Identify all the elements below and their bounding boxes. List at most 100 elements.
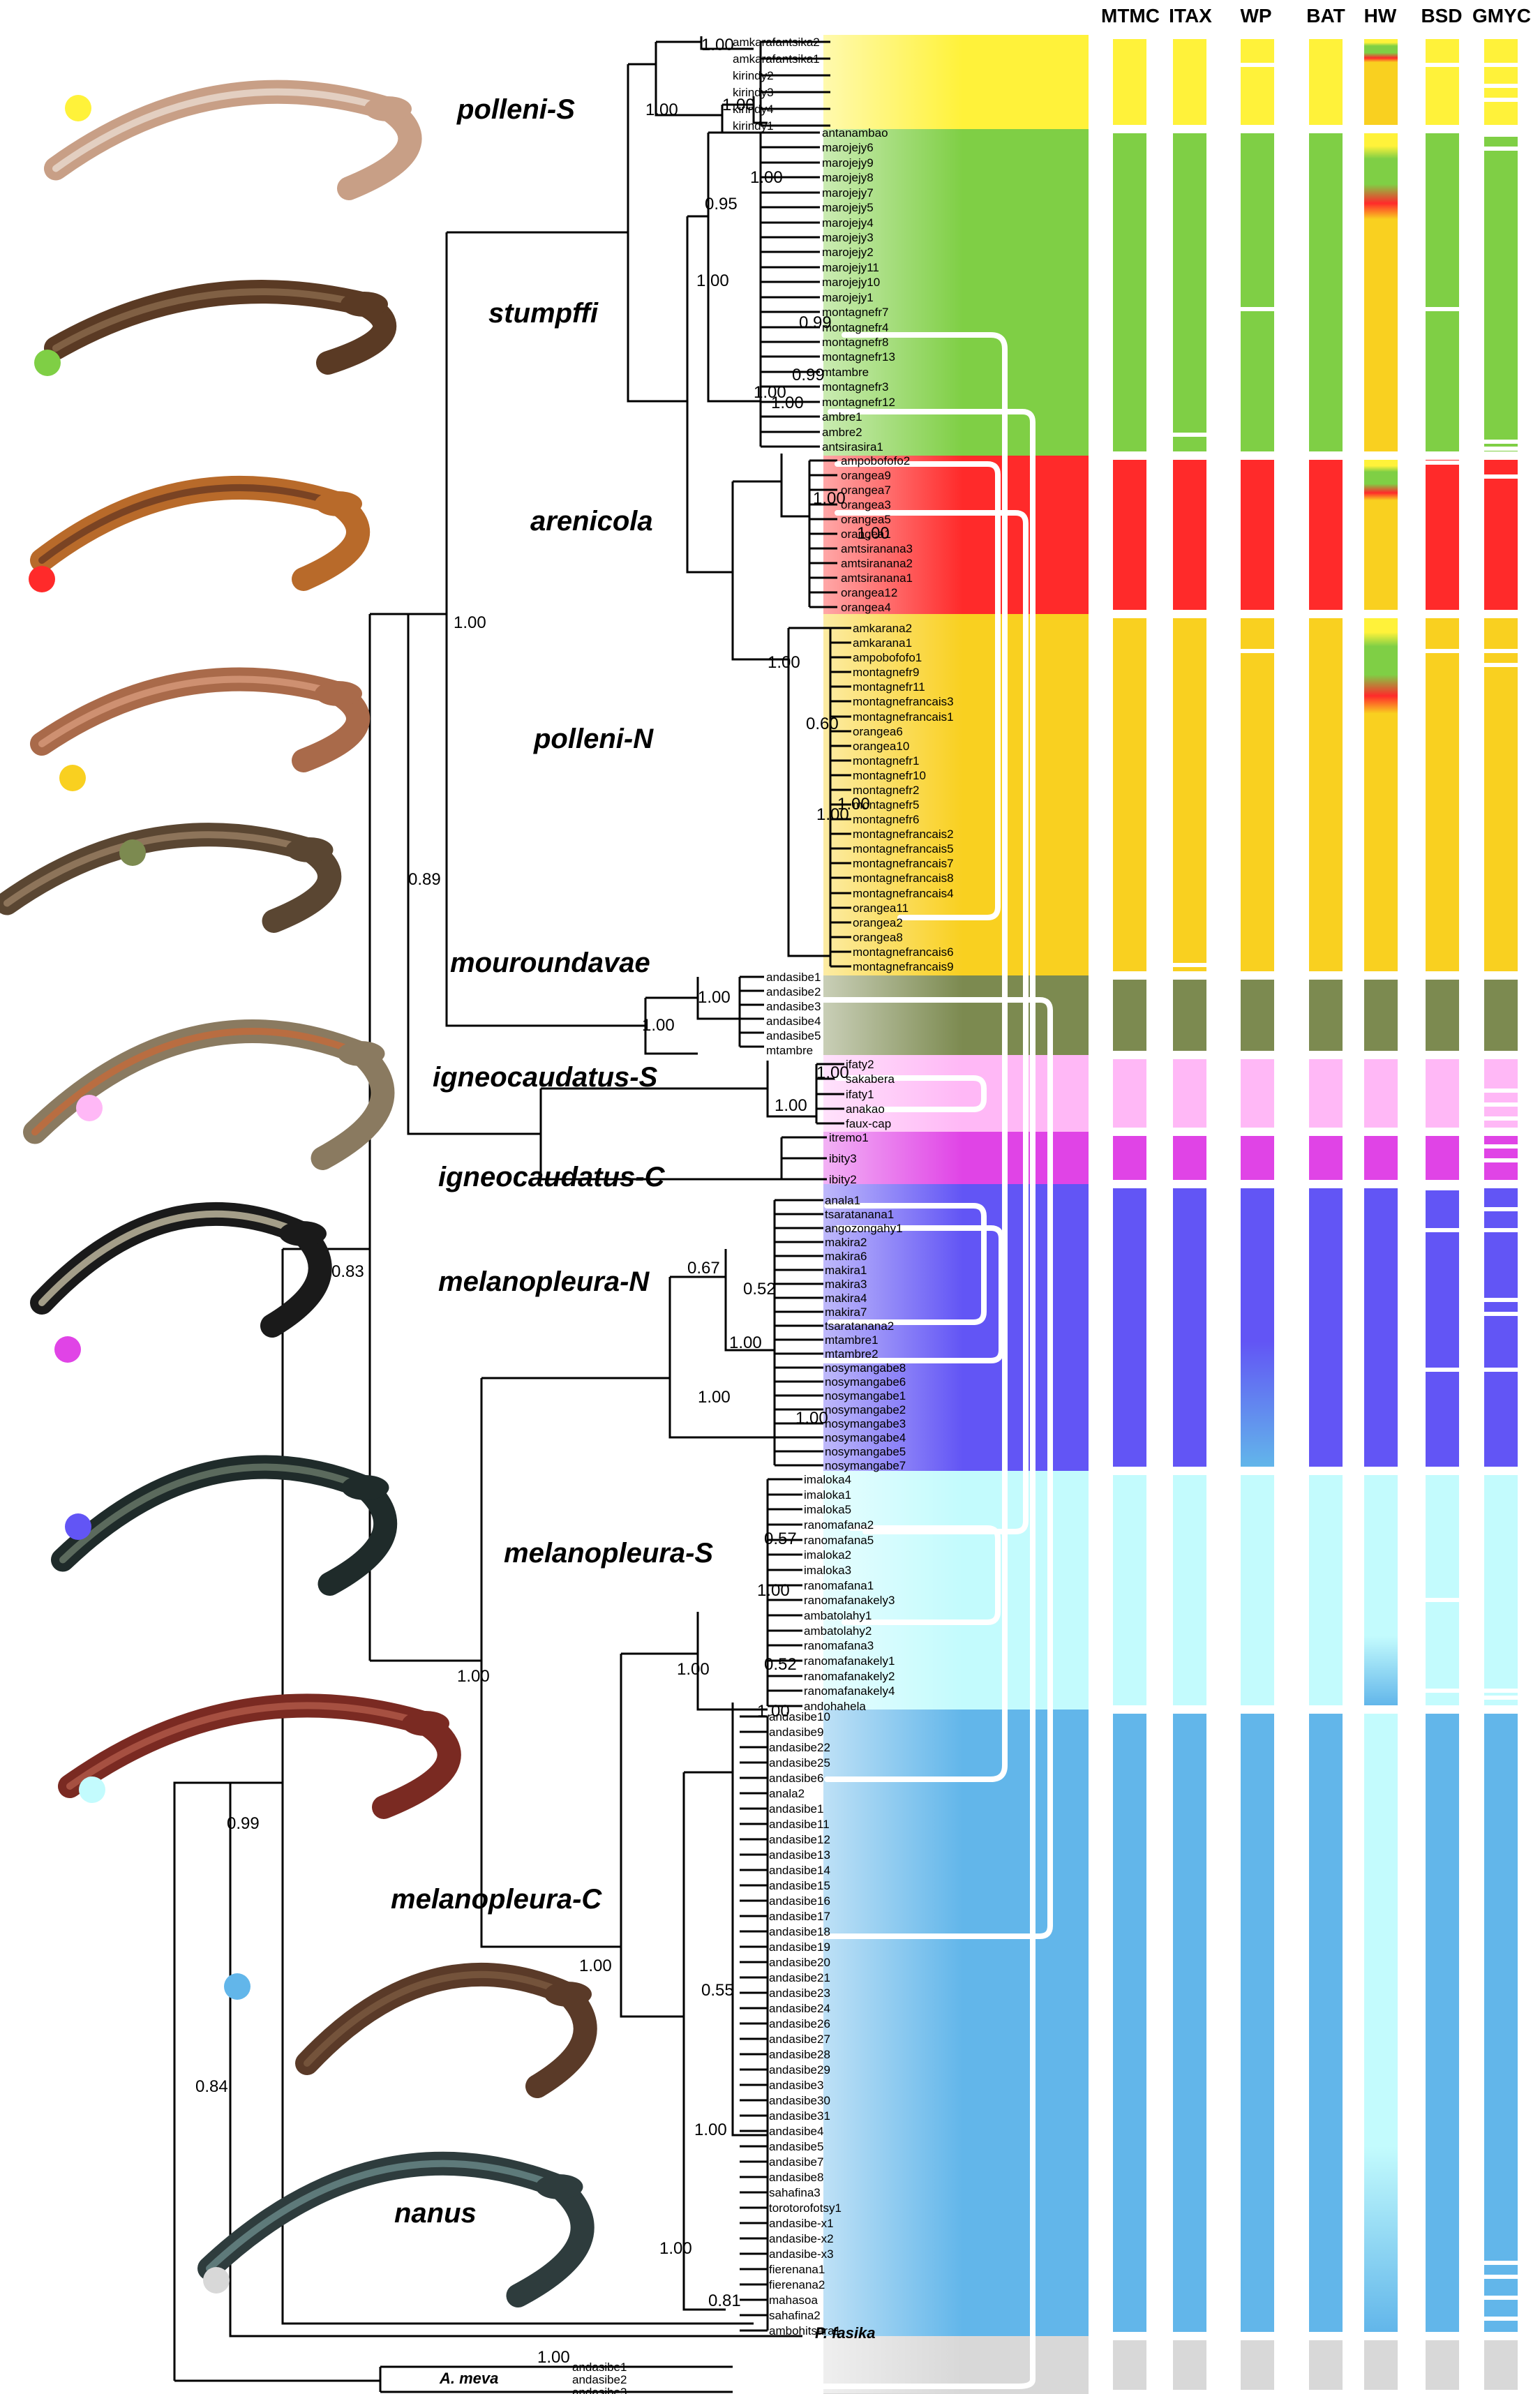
bar-ITAX-nanus xyxy=(1173,2340,1206,2390)
bar-GMYC-stumpffi xyxy=(1484,133,1518,451)
tip-label: nosymangabe5 xyxy=(825,1445,906,1458)
tree-branch xyxy=(696,1612,768,1711)
tip-label: kirindy3 xyxy=(733,86,774,99)
method-header-gmyc: GMYC xyxy=(1472,5,1531,27)
tip-label: montagnefrancais4 xyxy=(853,887,954,900)
bar-MTMC-polleni-S xyxy=(1113,39,1146,125)
lizard-body xyxy=(30,667,371,772)
bar-BAT-polleni-N xyxy=(1309,618,1343,971)
tip-label: kirindy2 xyxy=(733,69,774,82)
lizard-body xyxy=(295,1962,597,2098)
bar-split xyxy=(1484,2317,1518,2321)
tip-label: montagnefrancais8 xyxy=(853,871,954,885)
tip-label: orangea5 xyxy=(841,513,891,526)
clade-label-igneocaudatus-c: igneocaudatus-C xyxy=(438,1162,666,1192)
support-value: 0.83 xyxy=(331,1262,364,1281)
tip-label: andasibe-x3 xyxy=(769,2247,834,2261)
support-value: 0.57 xyxy=(764,1529,797,1548)
lizard-photo xyxy=(44,280,397,375)
support-value: 1.00 xyxy=(696,271,729,290)
cross-clade-links xyxy=(765,332,1053,2389)
tip-label: nosymangabe7 xyxy=(825,1459,906,1472)
support-value: 1.00 xyxy=(729,1333,762,1352)
support-value: 1.00 xyxy=(795,1409,828,1428)
tip-label: montagnefr9 xyxy=(853,666,919,679)
bar-split xyxy=(1173,433,1206,437)
tip-label: montagnefrancais5 xyxy=(853,842,954,855)
tip-label: anala1 xyxy=(825,1194,860,1207)
bar-BSD-mouroundavae xyxy=(1426,980,1459,1051)
bar-BSD-igneocaudatus-S xyxy=(1426,1059,1459,1128)
clade-label-melanopleura-c: melanopleura-C xyxy=(391,1884,602,1915)
bar-WP-mouroundavae xyxy=(1241,980,1274,1051)
bar-BAT-igneocaudatus-C xyxy=(1309,1136,1343,1180)
support-value: 0.89 xyxy=(408,870,441,889)
tip-label: sahafina3 xyxy=(769,2186,821,2199)
tip-label: marojejy11 xyxy=(822,261,879,274)
lizard-stripe xyxy=(59,1463,369,1564)
bar-BSD-stumpffi xyxy=(1426,133,1459,451)
bar-MTMC-arenicola xyxy=(1113,460,1146,610)
tip-label: andasibe5 xyxy=(766,1029,821,1042)
tip-label: ibity3 xyxy=(829,1152,857,1165)
bar-BAT-stumpffi xyxy=(1309,133,1343,451)
lizard-stripe xyxy=(52,88,391,172)
bar-split xyxy=(1241,649,1274,653)
support-value: 1.00 xyxy=(775,1096,807,1115)
bar-split xyxy=(1484,98,1518,102)
tip-label: makira7 xyxy=(825,1306,867,1319)
support-value: 1.00 xyxy=(750,168,783,187)
tree-branch xyxy=(682,1772,726,2311)
clade-dot-melanopleura-N xyxy=(65,1513,91,1540)
tip-label: orangea12 xyxy=(841,586,897,599)
bar-HW-polleni-S xyxy=(1364,39,1398,125)
bar-MTMC-stumpffi xyxy=(1113,133,1146,451)
support-value: 1.00 xyxy=(816,1063,849,1082)
tip-label: ifaty1 xyxy=(846,1088,874,1101)
bar-ITAX-igneocaudatus-C xyxy=(1173,1136,1206,1180)
support-value: 0.99 xyxy=(799,313,832,332)
tip-label: ampobofofo2 xyxy=(841,454,910,467)
lizard-body xyxy=(44,80,422,200)
bar-split xyxy=(1484,440,1518,444)
bar-ITAX-melanopleura-C xyxy=(1173,1714,1206,2332)
tip-label: andasibe4 xyxy=(769,2125,823,2138)
tip-label: montagnefr11 xyxy=(853,680,925,694)
clade-dot-melanopleura-S xyxy=(79,1776,105,1803)
tip-label: marojejy9 xyxy=(822,156,874,170)
lizard-body xyxy=(197,2151,595,2307)
support-value: 1.00 xyxy=(454,613,486,632)
lizard-photo xyxy=(44,80,422,200)
tip-label: makira1 xyxy=(825,1264,867,1277)
bar-split xyxy=(1484,1116,1518,1121)
support-value: 1.00 xyxy=(698,988,731,1007)
bar-GMYC-mouroundavae xyxy=(1484,980,1518,1051)
tip-label: marojejy3 xyxy=(822,231,874,244)
lizard-photo xyxy=(51,1455,398,1596)
bar-WP-melanopleura-N xyxy=(1241,1188,1274,1467)
clade-dot-mouroundavae xyxy=(119,839,146,866)
tip-label: sahafina2 xyxy=(769,2309,821,2322)
tip-label: andasibe15 xyxy=(769,1879,830,1892)
bar-MTMC-igneocaudatus-C xyxy=(1113,1136,1146,1180)
bar-GMYC-arenicola xyxy=(1484,460,1518,610)
support-value: 1.00 xyxy=(698,1388,731,1407)
tip-label: makira6 xyxy=(825,1250,867,1263)
tip-label: andohahela xyxy=(804,1700,866,1713)
bar-split xyxy=(1241,307,1274,311)
bar-BSD-polleni-S xyxy=(1426,39,1459,125)
bar-BSD-igneocaudatus-C xyxy=(1426,1136,1459,1180)
bar-ITAX-mouroundavae xyxy=(1173,980,1206,1051)
support-value: 0.95 xyxy=(705,195,738,214)
tip-label: andasibe18 xyxy=(769,1925,830,1938)
tip-label: montagnefr7 xyxy=(822,306,888,319)
tip-label: amtsiranana1 xyxy=(841,571,913,585)
lizard-stripe xyxy=(304,1970,571,2067)
bar-WP-melanopleura-C xyxy=(1241,1714,1274,2332)
tip-label: marojejy6 xyxy=(822,141,874,154)
tree-branch xyxy=(539,1088,782,1181)
bar-split xyxy=(1484,2261,1518,2265)
tip-label: montagnefrancais6 xyxy=(853,945,954,959)
bar-BAT-melanopleura-S xyxy=(1309,1475,1343,1705)
connector-link xyxy=(835,461,1001,920)
